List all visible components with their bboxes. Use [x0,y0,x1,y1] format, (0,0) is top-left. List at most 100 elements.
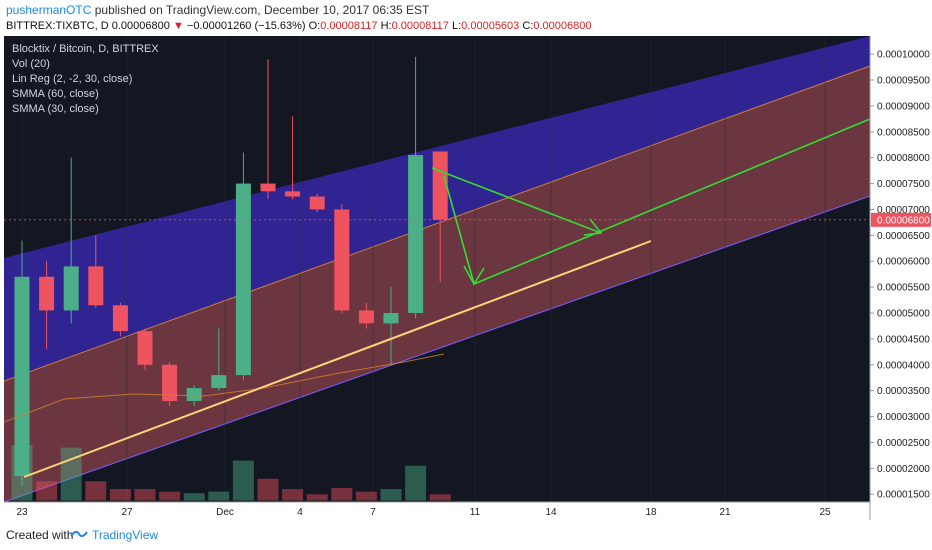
legend-linreg[interactable]: Lin Reg (2, -2, 30, close) [12,73,133,85]
y-tick-label: 0.00007000 [877,205,930,216]
volume-bar [109,489,131,501]
low-value: 0.00005603 [461,20,520,32]
legend-smma30[interactable]: SMMA (30, close) [12,103,99,115]
created-with-text: Created with [6,528,74,542]
volume-bar [134,489,156,501]
high-label: H: [380,20,392,32]
high-value: 0.00008117 [391,20,449,32]
candle-body[interactable] [334,209,350,311]
x-tick-label: 18 [645,507,657,518]
smma-line [4,353,445,423]
x-tick-label: 4 [297,507,303,518]
y-tick-label: 0.00001500 [877,490,930,501]
last-price: 0.00006800 [111,20,170,32]
candle-body[interactable] [112,305,128,332]
candle-body[interactable] [186,388,202,402]
legend-vol[interactable]: Vol (20) [12,58,50,70]
volume-bar [232,460,254,501]
change-arrow-icon: ▼ [172,20,184,32]
author-link[interactable]: pushermanOTC [6,3,92,17]
x-tick-label: Dec [216,507,234,518]
tradingview-logo-icon [70,530,88,538]
low-label: L: [451,20,462,32]
chart-svg[interactable]: 0.00010000 0.00009500 0.00009000 0.00008500… [4,36,931,520]
channel-upper-edge [4,65,871,382]
candle-body[interactable] [260,183,276,192]
candle-body[interactable] [14,276,30,477]
tradingview-brand-link[interactable]: TradingView [92,528,159,542]
y-tick-label: 0.00003000 [877,412,930,423]
candle-body[interactable] [137,331,153,365]
y-tick-label: 0.00009000 [877,101,930,112]
y-tick-label: 0.00006500 [877,231,930,242]
publish-info: pushermanOTC published on TradingView.co… [6,3,429,17]
y-tick-label: 0.00007500 [877,179,930,190]
volume-bar [183,493,205,501]
volume-bar [159,491,181,501]
open-label: O: [308,20,321,32]
candle-body[interactable] [63,266,79,311]
y-tick-label: 0.00008000 [877,153,930,164]
candle-body[interactable] [358,310,374,324]
published-text: published on TradingView.com, December 1… [94,3,430,17]
y-tick-label: 0.00004500 [877,334,930,345]
candle-body[interactable] [432,151,448,220]
y-tick-label: 0.00003500 [877,386,930,397]
y-tick-label: 0.00005000 [877,309,930,320]
volume-bar [355,491,377,501]
y-tick-label: 0.00002000 [877,464,930,475]
y-tick-label: 0.00008500 [877,127,930,138]
volume-bar [306,494,328,501]
volume-bar [208,491,230,501]
symbol-label: BITTREX:TIXBTC, D [6,20,109,32]
volume-bar [405,465,427,501]
close-label: C: [522,20,534,32]
y-tick-label: 0.00004000 [877,360,930,371]
time-axis-bg [4,502,870,520]
change-value: −0.00001260 (−15.63%) [186,20,306,32]
annotation-arrowhead [463,265,485,286]
regression-channel-inner [4,66,870,502]
y-tick-label: 0.00005500 [877,283,930,294]
x-tick-label: 27 [121,507,133,518]
close-value: 0.00006800 [533,20,592,32]
annotation-arrow-line [443,175,475,285]
indicator-legend: Blocktix / Bitcoin, D, BITTREX Vol (20) … [12,42,159,117]
candle-body[interactable] [162,364,178,402]
y-tick-label: 0.00006000 [877,257,930,268]
x-tick-label: 7 [370,507,376,518]
last-price-badge-label: 0.00006800 [877,215,930,226]
volume-bar [85,481,107,501]
volume-bar [429,494,451,501]
candle-body[interactable] [88,266,104,306]
candle-body[interactable] [285,191,301,197]
x-tick-label: 14 [545,507,557,518]
legend-smma60[interactable]: SMMA (60, close) [12,88,99,100]
annotation-arrowhead [583,218,603,236]
legend-title[interactable]: Blocktix / Bitcoin, D, BITTREX [12,43,159,55]
y-tick-label: 0.00009500 [877,76,930,87]
x-tick-label: 21 [719,507,731,518]
candle-body[interactable] [309,196,325,210]
chart-panel[interactable]: 0.00010000 0.00009500 0.00009000 0.00008500… [4,36,931,520]
volume-bar [380,489,402,501]
y-tick-label: 0.00002500 [877,438,930,449]
symbol-ohlc-line: BITTREX:TIXBTC, D 0.00006800 ▼ −0.000012… [6,20,591,32]
annotation-arrow-line [473,118,871,285]
regression-trend-line [23,240,652,478]
candle-body[interactable] [211,375,227,389]
volume-bar [331,488,353,501]
candle-body[interactable] [383,313,399,324]
last-price-badge [871,212,931,227]
annotation-arrow-line [431,167,602,234]
y-tick-label: 0.00010000 [877,50,930,61]
price-axis-bg [870,36,931,520]
open-value: 0.00008117 [320,20,378,32]
channel-lower-edge [4,195,871,503]
volume-bar [257,478,279,501]
footer-bar: Created with TradingView [0,520,932,550]
candle-body[interactable] [235,183,251,376]
x-tick-label: 25 [819,507,831,518]
candle-body[interactable] [408,155,424,314]
candle-body[interactable] [39,276,55,311]
